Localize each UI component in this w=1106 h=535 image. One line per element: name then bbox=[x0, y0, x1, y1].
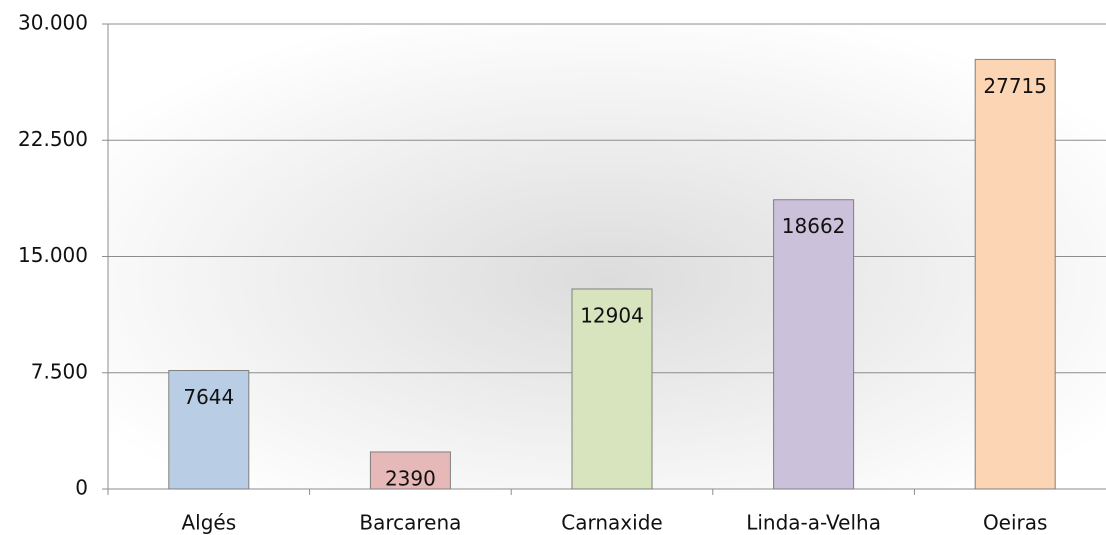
x-tick-label: Barcarena bbox=[359, 511, 461, 535]
bar bbox=[773, 199, 855, 490]
x-tick-label: Oeiras bbox=[983, 511, 1048, 535]
data-label: 7644 bbox=[183, 385, 234, 409]
data-label: 12904 bbox=[580, 303, 644, 327]
x-tick-label: Algés bbox=[181, 511, 236, 535]
bar bbox=[369, 451, 451, 490]
y-tick-label: 22.500 bbox=[18, 127, 88, 151]
x-tick-label: Linda-a-Velha bbox=[746, 511, 881, 535]
data-label: 2390 bbox=[385, 466, 436, 490]
data-label: 18662 bbox=[782, 214, 846, 238]
data-label: 27715 bbox=[983, 74, 1047, 98]
y-tick-label: 15.000 bbox=[18, 243, 88, 267]
y-tick-label: 30.000 bbox=[18, 11, 88, 35]
y-tick-label: 7.500 bbox=[31, 359, 88, 383]
y-tick-label: 0 bbox=[75, 476, 88, 500]
bar bbox=[168, 370, 250, 490]
x-tick-label: Carnaxide bbox=[561, 511, 662, 535]
bar bbox=[571, 288, 653, 490]
bar bbox=[974, 58, 1056, 490]
